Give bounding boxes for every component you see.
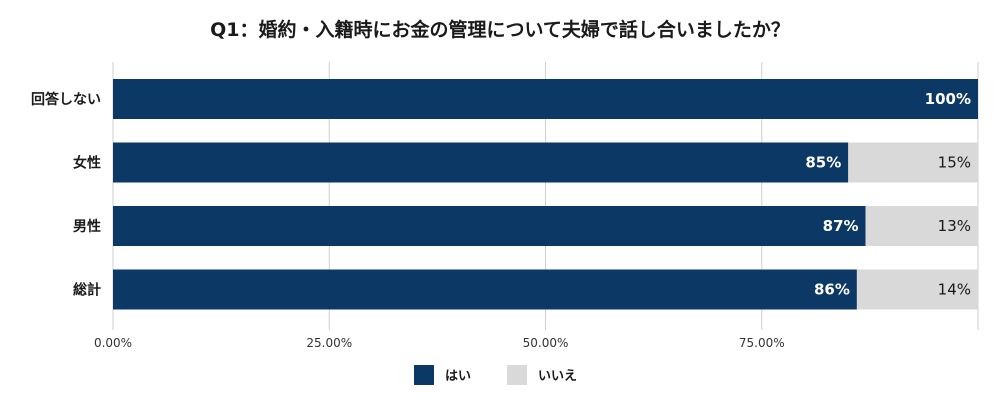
bars: 100% 85% 15% 87% 13% 86% 14%	[113, 79, 978, 310]
x-tick-label-2: 50.00%	[523, 336, 569, 350]
x-tick-label-3: 75.00%	[739, 336, 785, 350]
bar-yes-1	[113, 142, 849, 183]
x-tick-labels: 0.00% 25.00% 50.00% 75.00%	[94, 336, 785, 350]
data-label-no-2: 13%	[938, 217, 971, 235]
bar-no-1	[848, 142, 978, 183]
bar-yes-3	[113, 269, 857, 310]
legend-swatch-0	[414, 365, 434, 385]
bar-yes-0	[113, 79, 978, 119]
bar-no-3	[856, 269, 978, 310]
data-label-yes-0: 100%	[925, 90, 971, 108]
bar-yes-2	[113, 206, 866, 246]
legend: はい いいえ	[414, 365, 577, 385]
legend-label-0: はい	[445, 369, 471, 384]
chart-title: Q1：婚約・入籍時にお金の管理について夫婦で話し合いましたか？	[210, 18, 790, 41]
data-label-yes-1: 85%	[805, 154, 841, 172]
legend-swatch-1	[507, 365, 527, 385]
legend-label-1: いいえ	[538, 369, 577, 384]
data-label-yes-2: 87%	[823, 217, 859, 235]
x-tick-label-0: 0.00%	[94, 336, 132, 350]
category-label-0: 回答しない	[31, 91, 101, 108]
data-label-yes-3: 86%	[814, 281, 850, 299]
category-label-1: 女性	[73, 155, 101, 172]
bar-no-2	[865, 206, 978, 246]
category-label-2: 男性	[73, 218, 101, 235]
data-label-no-1: 15%	[938, 154, 971, 172]
x-tick-label-1: 25.00%	[306, 336, 352, 350]
category-label-3: 総計	[73, 282, 101, 299]
data-label-no-3: 14%	[938, 281, 971, 299]
